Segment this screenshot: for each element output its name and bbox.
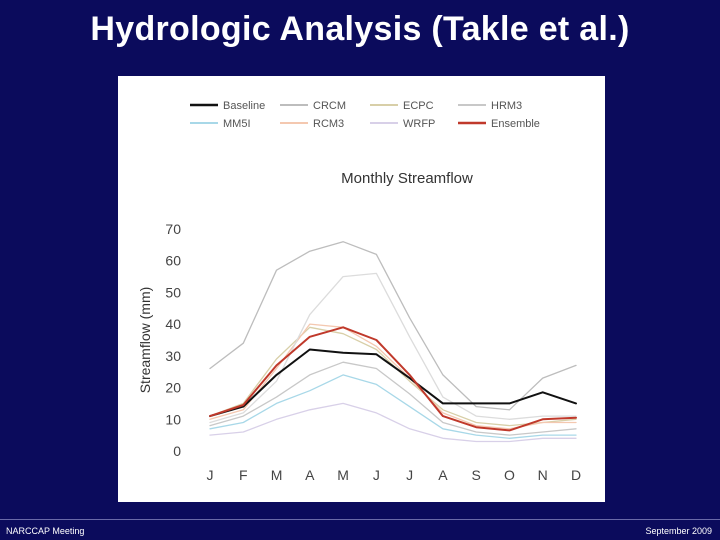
series-line-wrfp bbox=[209, 402, 577, 443]
legend-label: WRFP bbox=[403, 118, 435, 130]
legend-label: CRCM bbox=[313, 100, 346, 112]
y-tick-label: 40 bbox=[165, 316, 181, 332]
x-tick-label: F bbox=[239, 467, 248, 483]
x-tick-label: J bbox=[207, 467, 214, 483]
x-tick-label: S bbox=[472, 467, 481, 483]
series-line-rcm3 bbox=[209, 323, 577, 430]
x-tick-label: A bbox=[438, 467, 448, 483]
chart-panel: Monthly Streamflow Streamflow (mm) Basel… bbox=[118, 76, 605, 502]
series-line-baseline bbox=[209, 348, 577, 418]
footer-divider bbox=[0, 519, 720, 520]
legend-item-rcm3: RCM3 bbox=[280, 118, 344, 130]
legend-item-wrfp: WRFP bbox=[370, 118, 435, 130]
series-line-mm5i bbox=[209, 374, 577, 439]
y-tick-label: 70 bbox=[165, 221, 181, 237]
y-tick-label: 10 bbox=[165, 411, 181, 427]
legend-item-ensemble: Ensemble bbox=[458, 118, 540, 130]
legend-item-baseline: Baseline bbox=[190, 100, 265, 112]
footer-left-text: NARCCAP Meeting bbox=[6, 526, 85, 536]
y-tick-label: 20 bbox=[165, 380, 181, 396]
y-axis-label: Streamflow (mm) bbox=[137, 287, 153, 394]
series-lines bbox=[209, 241, 577, 443]
y-tick-labels: 0 10 20 30 40 50 60 70 bbox=[165, 221, 181, 459]
y-tick-label: 0 bbox=[173, 443, 181, 459]
footer-right-text: September 2009 bbox=[645, 526, 712, 536]
x-tick-label: M bbox=[337, 467, 349, 483]
legend-item-hrm3: HRM3 bbox=[458, 100, 522, 112]
y-tick-label: 30 bbox=[165, 348, 181, 364]
x-tick-label: J bbox=[373, 467, 380, 483]
series-line-crcm bbox=[209, 241, 577, 411]
x-tick-label: D bbox=[571, 467, 581, 483]
chart-legend: Baseline CRCM ECPC HRM3 MM5I RCM3 WRFP Ensemble bbox=[190, 100, 540, 130]
x-tick-label: J bbox=[406, 467, 413, 483]
legend-label: Baseline bbox=[223, 100, 265, 112]
series-line-ensemble bbox=[209, 326, 577, 432]
legend-label: HRM3 bbox=[491, 100, 522, 112]
legend-label: RCM3 bbox=[313, 118, 344, 130]
legend-item-crcm: CRCM bbox=[280, 100, 346, 112]
legend-label: Ensemble bbox=[491, 118, 540, 130]
series-line bbox=[209, 272, 577, 424]
x-tick-label: A bbox=[305, 467, 315, 483]
streamflow-chart: Monthly Streamflow Streamflow (mm) Basel… bbox=[137, 100, 582, 483]
x-tick-label: N bbox=[538, 467, 548, 483]
legend-label: ECPC bbox=[403, 100, 434, 112]
legend-item-ecpc: ECPC bbox=[370, 100, 434, 112]
x-tick-label: O bbox=[504, 467, 515, 483]
slide-title: Hydrologic Analysis (Takle et al.) bbox=[90, 10, 630, 48]
legend-label: MM5I bbox=[223, 118, 251, 130]
series-line-ecpc bbox=[209, 326, 577, 427]
y-tick-label: 60 bbox=[165, 253, 181, 269]
chart-title: Monthly Streamflow bbox=[341, 170, 473, 187]
y-tick-label: 50 bbox=[165, 284, 181, 300]
legend-item-mm5i: MM5I bbox=[190, 118, 251, 130]
x-tick-label: M bbox=[271, 467, 283, 483]
series-line-hrm3 bbox=[209, 361, 577, 436]
